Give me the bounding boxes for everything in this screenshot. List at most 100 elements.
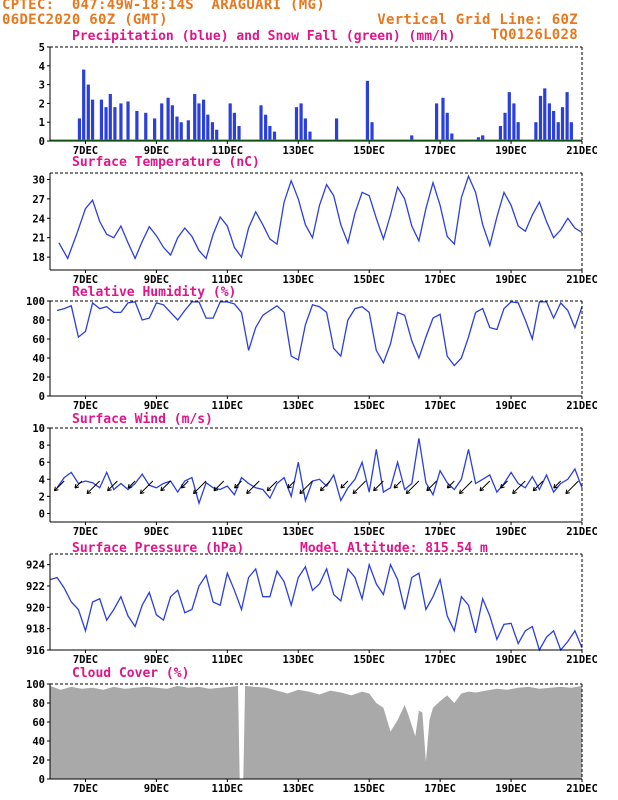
precip-bar — [201, 99, 206, 141]
wind-arrow — [299, 480, 313, 494]
wind-arrow — [479, 480, 491, 492]
rh-panel: Relative Humidity (%) 0 20 40 60 80 100 7DEC 9DE… — [26, 285, 598, 412]
wind-arrowhead — [319, 486, 325, 492]
precip-bar — [197, 103, 201, 141]
wind-arrow — [127, 480, 136, 489]
pres-xtick-label: 21DEC — [566, 654, 598, 666]
precip-bar — [144, 112, 148, 141]
wind-arrowhead — [405, 489, 411, 495]
cloud-xtick-label: 9DEC — [144, 783, 169, 795]
wind-arrowhead — [446, 483, 452, 489]
wind-arrow — [54, 480, 65, 492]
wind-xtick-label: 13DEC — [282, 526, 314, 538]
precip-xtick-label: 13DEC — [282, 145, 314, 157]
wind-ytick-label: 4 — [39, 474, 45, 486]
cloud-area — [50, 685, 582, 779]
wind-arrow — [193, 480, 207, 494]
temp-panel: Surface Temperature (nC) 18 21 24 27 30 7DEC 9D… — [32, 155, 597, 286]
temp-xtick-label: 19DEC — [495, 274, 527, 286]
rh-xtick-label: 11DEC — [212, 400, 244, 412]
precip-bar — [228, 103, 232, 141]
temp-xtick-label: 11DEC — [212, 274, 244, 286]
precip-bar — [126, 101, 130, 141]
precip-bar — [534, 122, 538, 141]
temp-xtick-label: 17DEC — [424, 274, 456, 286]
precip-xtick-label: 9DEC — [144, 145, 169, 157]
wind-arrowhead — [53, 486, 59, 492]
precip-bar — [237, 125, 241, 141]
wind-arrowhead — [373, 486, 378, 492]
wind-xtick-label: 11DEC — [212, 526, 244, 538]
rh-xtick-label: 17DEC — [424, 400, 456, 412]
wind-arrow — [352, 480, 367, 494]
precip-xtick-label: 17DEC — [424, 145, 456, 157]
precip-bar — [166, 97, 170, 141]
header-grid-line: Vertical Grid Line: 60Z — [377, 12, 578, 28]
wind-arrow — [446, 480, 455, 489]
wind-arrowhead — [180, 483, 186, 489]
wind-arrowhead — [340, 483, 346, 489]
cloud-title: Cloud Cover (%) — [72, 666, 189, 681]
precip-bar — [516, 122, 520, 141]
wind-arrowhead — [479, 486, 485, 492]
precip-bar — [365, 80, 370, 141]
wind-arrow — [393, 480, 402, 489]
precip-ytick-label: 0 — [39, 136, 45, 148]
wind-arrowhead — [127, 483, 133, 489]
precip-bar — [445, 112, 449, 141]
precip-xtick-label: 15DEC — [353, 145, 385, 157]
precip-bar — [334, 118, 339, 141]
temp-title: Surface Temperature (nC) — [72, 155, 260, 170]
precip-bar — [160, 103, 164, 141]
precip-ytick-label: 1 — [39, 117, 45, 129]
wind-arrowhead — [234, 483, 239, 489]
wind-title: Surface Wind (m/s) — [72, 412, 213, 427]
wind-arrowhead — [512, 489, 517, 495]
wind-arrowhead — [352, 489, 358, 495]
wind-arrow — [74, 480, 83, 489]
wind-panel: Surface Wind (m/s) 0 2 4 6 8 10 7DEC 9DEC 11DEC 13… — [32, 412, 597, 538]
precip-bar — [170, 105, 174, 141]
cloud-panel: Cloud Cover (%) 0 20 40 60 80 100 7DEC 9DEC 11DEC… — [26, 666, 598, 795]
rh-xtick-label: 7DEC — [73, 400, 98, 412]
precip-xtick-label: 7DEC — [73, 145, 98, 157]
header-station: CPTEC: 047:49W-18:14S ARAGUARI (MG) — [2, 0, 325, 13]
rh-xtick-label: 15DEC — [353, 400, 385, 412]
precip-bar — [498, 125, 503, 141]
pres-xtick-label: 9DEC — [144, 654, 169, 666]
temp-series-line — [58, 174, 583, 261]
wind-xtick-label: 15DEC — [353, 526, 385, 538]
pres-panel: Surface Pressure (hPa) Model Altitude: 81… — [26, 541, 598, 666]
pres-xtick-label: 17DEC — [424, 654, 456, 666]
wind-arrow — [373, 480, 384, 492]
precip-bar — [543, 88, 547, 141]
pres-xtick-label: 7DEC — [73, 654, 98, 666]
cloud-xtick-label: 15DEC — [353, 783, 385, 795]
cloud-ytick-label: 0 — [39, 774, 45, 786]
precip-title: Precipitation (blue) and Snow Fall (gree… — [72, 29, 456, 44]
precip-bar — [268, 125, 272, 141]
wind-ytick-label: 2 — [39, 491, 45, 503]
temp-ytick-label: 24 — [32, 213, 45, 225]
wind-ytick-label: 8 — [39, 440, 45, 452]
precip-bar — [232, 112, 237, 141]
pres-ytick-label: 916 — [26, 645, 45, 657]
cloud-xtick-label: 7DEC — [73, 783, 98, 795]
precip-bar — [175, 116, 179, 141]
precip-bar — [179, 122, 183, 141]
wind-ytick-label: 0 — [39, 508, 45, 520]
precip-xtick-label: 21DEC — [566, 145, 598, 157]
wind-arrowhead — [86, 489, 92, 495]
cloud-ytick-label: 60 — [32, 717, 45, 729]
pres-ytick-label: 922 — [26, 581, 45, 593]
wind-arrow — [107, 480, 118, 492]
wind-arrow — [86, 480, 101, 494]
wind-ytick-label: 6 — [39, 457, 45, 469]
cloud-ytick-label: 100 — [26, 679, 45, 691]
wind-arrow — [160, 480, 171, 492]
pres-subtitle: Model Altitude: 815.54 m — [300, 541, 488, 556]
pres-ytick-label: 924 — [26, 560, 45, 572]
cloud-xtick-label: 11DEC — [212, 783, 244, 795]
precip-bar — [135, 110, 139, 141]
